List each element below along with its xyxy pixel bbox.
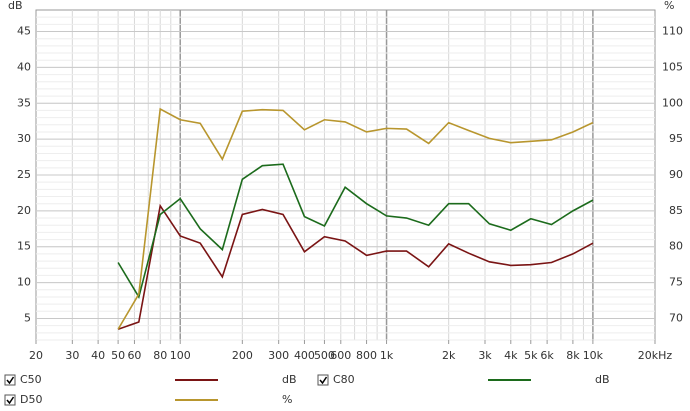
x-tick-label: 2k: [442, 349, 456, 362]
y-tick-label: 35: [17, 96, 31, 109]
y2-tick-label: 85: [669, 204, 683, 217]
y2-tick-label: 100: [662, 96, 683, 109]
legend-checkbox[interactable]: [4, 374, 16, 386]
legend-label: C50: [20, 373, 42, 386]
x-tick-label: 200: [232, 349, 253, 362]
y-tick-label: 30: [17, 132, 31, 145]
y-tick-label: 20: [17, 204, 31, 217]
legend-unit: dB: [595, 373, 610, 386]
x-tick-label: 60: [127, 349, 141, 362]
y2-tick-label: 105: [662, 60, 683, 73]
x-tick-label: 400: [294, 349, 315, 362]
y-tick-label: 5: [24, 311, 31, 324]
x-tick-label: 6k: [540, 349, 554, 362]
series-line: [117, 203, 594, 330]
y-tick-label: 40: [17, 60, 31, 73]
x-tick-label: 20: [29, 349, 43, 362]
legend-label: C80: [333, 373, 355, 386]
y2-tick-label: 70: [669, 311, 683, 324]
legend-unit: dB: [282, 373, 297, 386]
y2-tick-label: 90: [669, 168, 683, 181]
legend-item[interactable]: C50 dB: [4, 373, 297, 386]
legend-item[interactable]: C80 dB: [317, 373, 610, 386]
legend-checkmark: [6, 376, 15, 385]
x-tick-label: 5k: [524, 349, 538, 362]
y-axis-label: dB: [8, 0, 23, 12]
y-tick-label: 10: [17, 276, 31, 289]
x-tick-label: 3k: [478, 349, 492, 362]
y-tick-label: 45: [17, 25, 31, 38]
y-tick-label: 25: [17, 168, 31, 181]
y2-tick-label: 75: [669, 276, 683, 289]
x-tick-label: 10k: [583, 349, 604, 362]
x-tick-label: 4k: [504, 349, 518, 362]
y2-tick-label: 110: [662, 25, 683, 38]
y2-tick-label: 95: [669, 132, 683, 145]
x-tick-label: 500: [314, 349, 335, 362]
legend-checkmark: [6, 396, 15, 405]
legend-checkbox[interactable]: [317, 374, 329, 386]
x-tick-label: 8k: [566, 349, 580, 362]
legend-checkbox[interactable]: [4, 394, 16, 406]
legend-label: D50: [20, 393, 42, 406]
x-tick-label: 20kHz: [638, 349, 673, 362]
x-tick-label: 40: [91, 349, 105, 362]
y-tick-label: 15: [17, 240, 31, 253]
x-tick-label: 600: [330, 349, 351, 362]
series-line: [117, 163, 594, 300]
y2-axis-label: %: [664, 0, 674, 12]
y2-tick-label: 80: [669, 240, 683, 253]
legend-unit: %: [282, 393, 292, 406]
x-tick-label: 300: [268, 349, 289, 362]
legend-item[interactable]: D50%: [4, 393, 292, 406]
x-tick-label: 30: [65, 349, 79, 362]
x-tick-label: 800: [356, 349, 377, 362]
series-line: [117, 107, 594, 330]
x-tick-label: 50: [111, 349, 125, 362]
x-tick-label: 1k: [380, 349, 394, 362]
x-tick-label: 80: [153, 349, 167, 362]
x-tick-label: 100: [170, 349, 191, 362]
legend-checkmark: [319, 376, 328, 385]
